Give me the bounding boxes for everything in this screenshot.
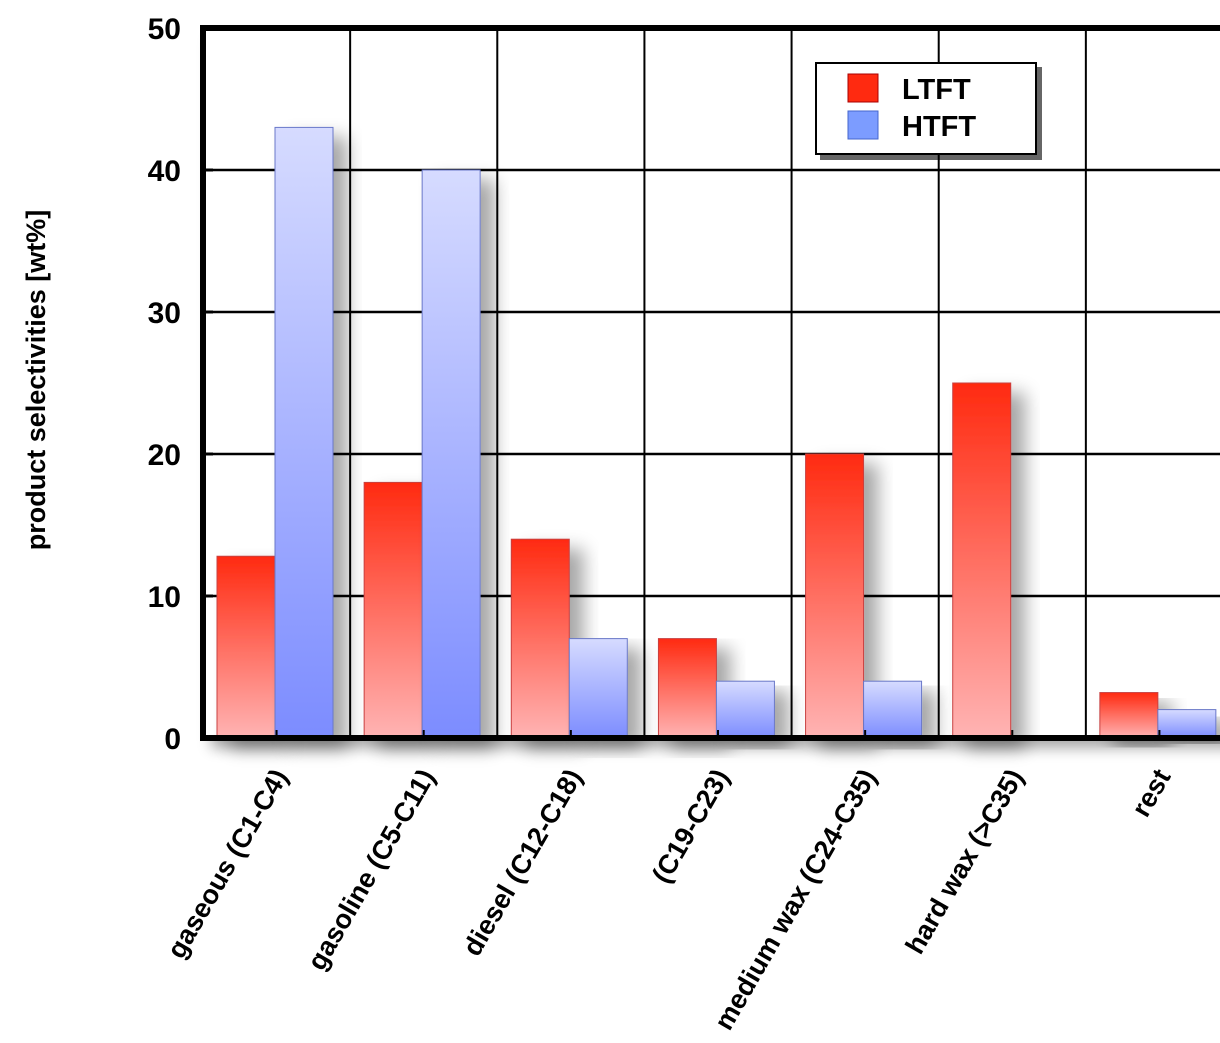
bar-htft-4 — [863, 680, 923, 739]
bar-htft-0 — [274, 126, 334, 739]
y-tick-label: 10 — [148, 581, 181, 614]
x-tick-label: gasoline (C5-C11) — [302, 764, 441, 975]
bar-htft-1 — [421, 169, 481, 739]
y-axis-label: product selectivities [wt%] — [21, 210, 51, 551]
plot-frame — [200, 25, 1220, 741]
x-tick-label: rest — [1126, 764, 1177, 822]
legend-swatch-htft — [847, 110, 879, 140]
legend: LTFT HTFT — [815, 62, 1037, 155]
x-tick-label: (C19-C23) — [646, 764, 735, 888]
legend-swatch-ltft — [847, 73, 879, 103]
x-tick-label: hard wax (>C35) — [900, 764, 1030, 959]
bar-ltft-5 — [952, 382, 1012, 739]
legend-label-ltft: LTFT — [902, 74, 971, 106]
x-tick-label: gaseous (C1-C4) — [161, 764, 294, 964]
bar-htft-6 — [1157, 709, 1217, 739]
y-tick-label: 50 — [148, 13, 181, 46]
bar-htft-2 — [568, 638, 628, 739]
bar-ltft-3 — [657, 638, 717, 739]
y-tick-label: 40 — [148, 155, 181, 188]
plot-area-shadow — [203, 28, 1220, 738]
gridlines — [203, 28, 1220, 738]
legend-label-htft: HTFT — [902, 111, 976, 143]
bar-ltft-1 — [363, 481, 423, 739]
y-tick-label: 20 — [148, 439, 181, 472]
x-tick-label: medium wax (C24-C35) — [709, 764, 883, 1035]
x-axis-ticks: gaseous (C1-C4) gasoline (C5-C11) diesel (… — [161, 764, 1176, 1035]
y-axis-ticks: 0 10 20 30 40 50 — [148, 13, 181, 756]
bar-ltft-2 — [510, 538, 570, 739]
bar-ltft-0 — [216, 555, 276, 739]
bar-ltft-6 — [1099, 692, 1159, 739]
y-tick-label: 30 — [148, 297, 181, 330]
y-tick-label: 0 — [164, 723, 181, 756]
x-tick-label: diesel (C12-C18) — [457, 764, 588, 961]
bar-ltft-4 — [805, 453, 865, 739]
bar-htft-3 — [715, 680, 775, 739]
